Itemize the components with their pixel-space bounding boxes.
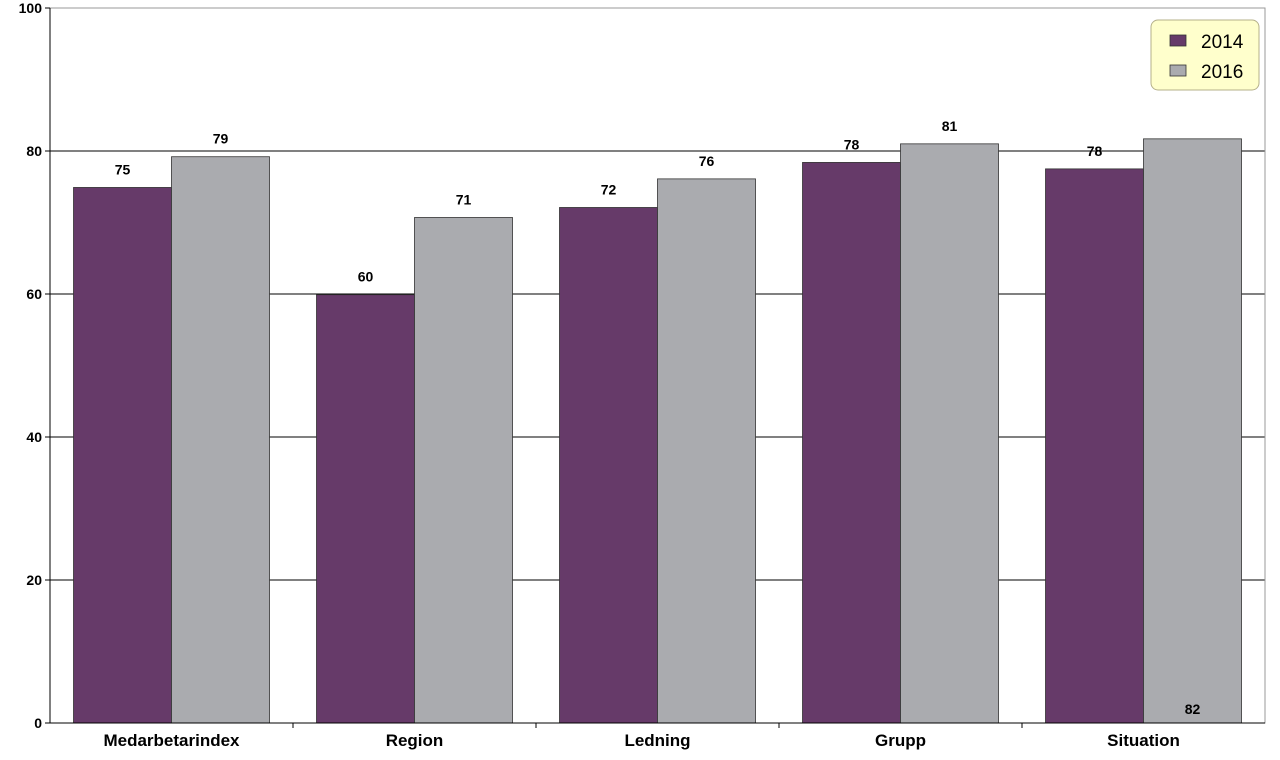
x-tick-label-grupp: Grupp — [875, 731, 926, 750]
y-tick-label-0: 0 — [34, 715, 42, 731]
data-label-2014-region: 60 — [358, 269, 374, 285]
legend-label-2014: 2014 — [1201, 32, 1244, 53]
axes — [49, 7, 1266, 724]
y-tick-label-100: 100 — [19, 0, 43, 16]
data-label-2014-situation: 78 — [1087, 143, 1103, 159]
bar-2014-situation — [1045, 168, 1144, 724]
bar-2014-medarbetarindex — [73, 187, 172, 724]
y-axis-ticks: 0 20 40 60 80 100 — [19, 0, 50, 731]
x-tick-label-situation: Situation — [1107, 731, 1180, 750]
legend-swatch-2014 — [1169, 34, 1187, 47]
data-label-2016-medarbetarindex: 79 — [213, 131, 229, 147]
data-labels: 75 79 60 71 72 76 78 81 78 82 — [115, 118, 1201, 717]
bar-2014-region — [316, 294, 415, 724]
bar-2016-region — [414, 217, 513, 724]
data-label-2016-ledning: 76 — [699, 153, 715, 169]
x-tick-label-ledning: Ledning — [624, 731, 690, 750]
data-label-2016-region: 71 — [456, 191, 472, 207]
bars-layer — [73, 138, 1242, 724]
y-tick-label-40: 40 — [26, 429, 42, 445]
bar-2016-situation — [1143, 138, 1242, 724]
data-label-2014-ledning: 72 — [601, 181, 617, 197]
y-tick-label-60: 60 — [26, 286, 42, 302]
bar-2014-ledning — [559, 207, 658, 724]
bar-2016-ledning — [657, 178, 756, 724]
data-label-2014-medarbetarindex: 75 — [115, 161, 131, 177]
y-tick-label-80: 80 — [26, 143, 42, 159]
y-tick-label-20: 20 — [26, 572, 42, 588]
data-label-2016-situation: 82 — [1185, 701, 1201, 717]
data-label-2016-grupp: 81 — [942, 118, 958, 134]
legend-label-2016: 2016 — [1201, 62, 1243, 83]
bar-2016-medarbetarindex — [171, 156, 270, 724]
x-axis-ticks: Medarbetarindex Region Ledning Grupp Situati… — [103, 723, 1180, 750]
legend: 2014 2016 — [1150, 19, 1260, 91]
x-tick-label-medarbetarindex: Medarbetarindex — [103, 731, 240, 750]
bar-2016-grupp — [900, 143, 999, 724]
x-tick-label-region: Region — [386, 731, 444, 750]
legend-swatch-2016 — [1169, 64, 1187, 77]
bar-2014-grupp — [802, 162, 901, 724]
data-label-2014-grupp: 78 — [844, 136, 860, 152]
